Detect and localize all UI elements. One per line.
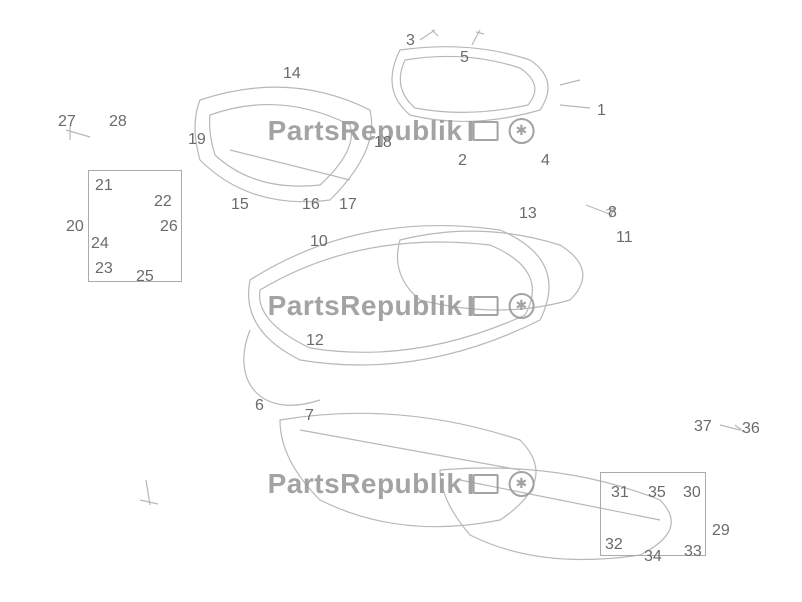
part-outline	[560, 80, 580, 85]
part-outline	[398, 231, 583, 310]
part-outline	[260, 242, 533, 352]
part-outline	[280, 413, 536, 526]
part-outline	[586, 205, 614, 218]
part-outline	[230, 150, 350, 180]
inset-box	[88, 170, 182, 282]
part-outline	[420, 30, 438, 40]
part-outline	[300, 430, 520, 470]
inset-box	[600, 472, 706, 556]
part-outline	[560, 105, 590, 108]
part-outline	[400, 56, 535, 112]
diagram-stage: { "canvas": { "w": 802, "h": 602, "backg…	[0, 0, 802, 602]
part-outline	[140, 480, 158, 505]
part-outline	[472, 30, 484, 45]
part-outline	[66, 126, 90, 140]
part-outline	[195, 87, 372, 202]
part-outline	[720, 425, 744, 432]
part-outline	[244, 330, 320, 405]
part-outline	[210, 105, 352, 187]
